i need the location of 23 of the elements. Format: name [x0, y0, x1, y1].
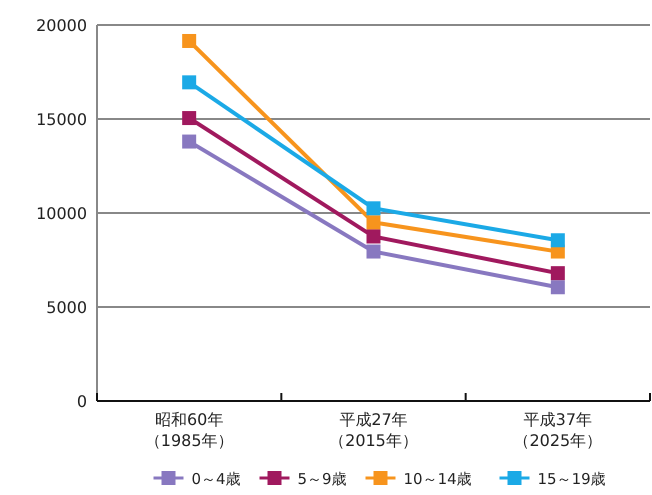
- point: [366, 215, 380, 230]
- point: [550, 266, 565, 280]
- legend-label: 0～4歳: [192, 470, 241, 488]
- y-tick-label: 20000: [36, 16, 87, 35]
- point: [182, 134, 196, 149]
- y-tick-label: 15000: [36, 110, 87, 129]
- y-tick-label: 10000: [36, 204, 87, 223]
- legend-label: 15～19歳: [538, 470, 606, 488]
- point: [550, 233, 565, 248]
- point: [550, 280, 565, 294]
- y-tick-label: 5000: [46, 298, 87, 317]
- point: [182, 75, 196, 90]
- point: [366, 244, 380, 259]
- point: [366, 230, 380, 244]
- x-tick-label: 平成27年（2015年）: [329, 410, 418, 450]
- point: [366, 201, 380, 216]
- x-tick-label: 平成37年（2025年）: [513, 410, 602, 450]
- x-tick-label: 昭和60年（1985年）: [144, 410, 234, 450]
- legend-label: 10～14歳: [404, 470, 472, 488]
- point: [182, 111, 196, 126]
- legend-label: 5～9歳: [298, 470, 347, 488]
- point: [182, 34, 196, 48]
- y-tick-label: 0: [76, 392, 87, 411]
